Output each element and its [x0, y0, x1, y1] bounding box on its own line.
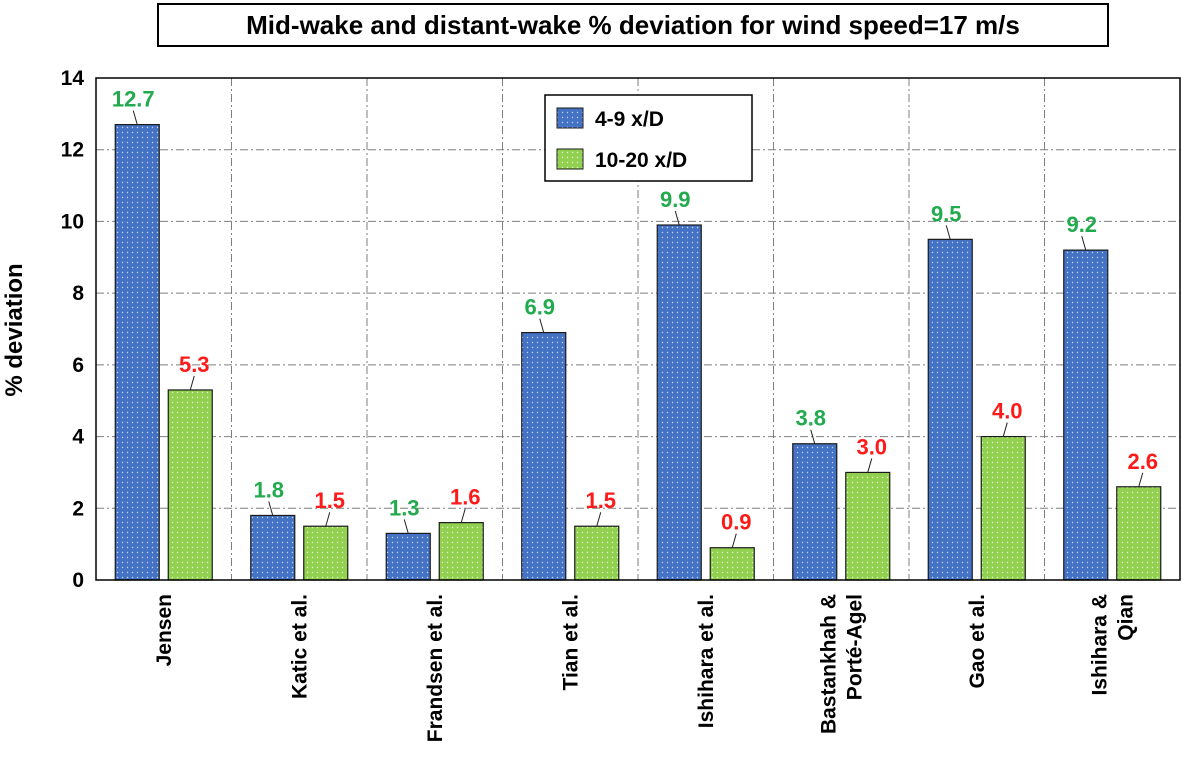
- legend: 4-9 x/D 10-20 x/D: [544, 94, 753, 182]
- bar-series-2-3: [438, 522, 484, 581]
- data-label-series-2-8: 2.6: [1127, 449, 1158, 474]
- bar-series-2-8: [1116, 486, 1162, 581]
- x-tick-label: Bastankhah & Porté-Agel: [817, 594, 866, 734]
- data-label-leader: [132, 110, 138, 125]
- category-labels: Jensen Katic et al. Frandsen et al. Tian et…: [153, 594, 1138, 742]
- data-label-series-2-2: 1.5: [314, 488, 345, 513]
- data-label-leader: [1081, 235, 1087, 251]
- data-label-leader: [596, 512, 602, 527]
- x-tick-label-line: Jensen: [153, 594, 176, 666]
- data-label-leader: [189, 375, 195, 391]
- data-label-series-2-7: 4.0: [992, 399, 1023, 424]
- bar-series-1-8: [1063, 249, 1109, 581]
- data-label-leader: [810, 429, 816, 444]
- data-label-series-2-6: 3.0: [856, 434, 887, 459]
- data-label-series-1-5: 9.9: [660, 187, 691, 212]
- x-tick-label: Ishihara & Qian: [1088, 594, 1137, 696]
- data-label-leader: [539, 318, 545, 333]
- x-tick-label: Jensen: [153, 594, 176, 666]
- y-tick-label: 8: [72, 282, 84, 305]
- bar-series-1-4: [521, 331, 567, 581]
- bar-series-1-3: [385, 532, 431, 581]
- bars: [114, 124, 1162, 581]
- bar-series-1-5: [656, 224, 702, 581]
- data-label-leader: [1138, 472, 1144, 487]
- y-tick-label: 0: [72, 569, 84, 592]
- plot-frame: [95, 77, 1181, 581]
- data-label-leader: [268, 501, 274, 516]
- bar-series-1-7: [927, 238, 973, 581]
- x-tick-label-line: Ishihara &: [1088, 594, 1111, 696]
- legend-swatch-series-1: [556, 107, 584, 129]
- legend-label-series-1: 4-9 x/D: [595, 108, 664, 131]
- bar-series-2-5: [709, 547, 755, 581]
- data-label-leader: [1002, 422, 1008, 437]
- data-label-series-1-1: 12.7: [112, 87, 155, 112]
- bar-series-2-6: [845, 471, 891, 581]
- bar-series-1-1: [114, 124, 160, 581]
- legend-label-series-2: 10-20 x/D: [595, 149, 687, 172]
- x-tick-label-line: Katic et al.: [288, 594, 311, 699]
- data-label-leader: [460, 508, 466, 523]
- data-label-series-1-8: 9.2: [1066, 212, 1097, 237]
- bar-series-1-6: [792, 443, 838, 581]
- data-label-leader: [325, 512, 331, 527]
- chart-title-group: Mid-wake and distant-wake % deviation fo…: [157, 3, 1109, 47]
- chart-title: Mid-wake and distant-wake % deviation fo…: [246, 10, 1020, 40]
- bar-series-2-7: [980, 435, 1026, 581]
- bar-series-2-4: [574, 525, 620, 581]
- data-label-series-2-1: 5.3: [179, 352, 210, 377]
- data-label-series-1-2: 1.8: [253, 477, 284, 502]
- data-label-series-1-6: 3.8: [795, 406, 826, 431]
- y-tick-label: 12: [61, 139, 84, 162]
- x-tick-label-line: Ishihara et al.: [695, 594, 718, 728]
- x-tick-label-line: Gao et al.: [966, 594, 989, 689]
- legend-swatch-series-2: [556, 148, 584, 170]
- data-label-series-1-3: 1.3: [389, 495, 420, 520]
- data-label-series-2-5: 0.9: [721, 510, 752, 535]
- data-label-leader: [403, 519, 409, 534]
- y-tick-label: 10: [61, 210, 84, 233]
- x-tick-label: Katic et al.: [288, 594, 311, 699]
- x-tick-label-line: Qian: [1114, 594, 1137, 641]
- axes: 0 2 4 6 8 10 12 14: [61, 67, 1181, 592]
- chart-title-box: [157, 3, 1109, 47]
- data-label-series-1-4: 6.9: [524, 295, 555, 320]
- data-label-leader: [945, 225, 951, 240]
- x-tick-label: Tian et al.: [559, 594, 582, 690]
- bar-series-2-2: [303, 525, 349, 581]
- x-tick-label-line: Tian et al.: [559, 594, 582, 690]
- y-tick-label: 6: [72, 354, 84, 377]
- bar-series-1-2: [250, 514, 296, 581]
- x-tick-label-line: Bastankhah &: [817, 594, 840, 734]
- y-tick-label: 2: [72, 497, 84, 520]
- x-tick-label: Ishihara et al.: [695, 594, 718, 728]
- data-label-leader: [674, 210, 680, 226]
- data-label-leader: [731, 533, 737, 548]
- data-label-leader: [867, 458, 873, 473]
- x-tick-label: Gao et al.: [966, 594, 989, 689]
- data-labels: 12.7 5.3 1.8 1.5 1.3 1.6 6.9 1.5 9.9 0.9 3.8 3.0 9.5…: [112, 87, 1158, 548]
- x-tick-label-line: Frandsen et al.: [424, 594, 447, 742]
- y-axis-label: % deviation: [1, 263, 28, 396]
- bar-series-2-1: [167, 389, 213, 581]
- y-tick-label: 4: [72, 426, 84, 449]
- x-tick-label: Frandsen et al.: [424, 594, 447, 742]
- data-label-series-1-7: 9.5: [931, 201, 962, 226]
- y-tick-label: 14: [61, 67, 85, 90]
- data-label-series-2-3: 1.6: [450, 485, 481, 510]
- data-label-series-2-4: 1.5: [585, 488, 616, 513]
- x-tick-label-line: Porté-Agel: [843, 594, 866, 700]
